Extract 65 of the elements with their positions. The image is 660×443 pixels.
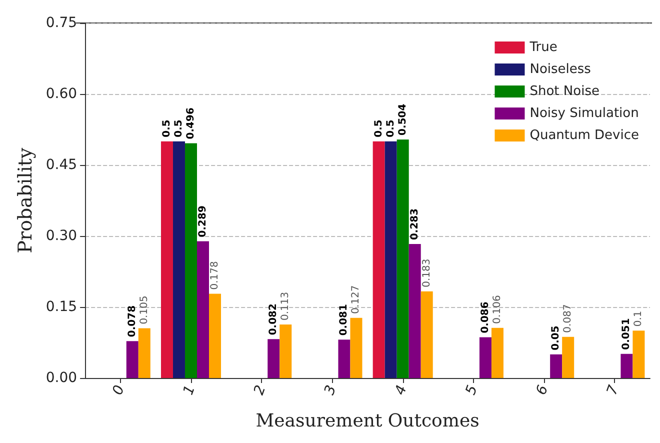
bar bbox=[126, 341, 138, 378]
data-label: 0.113 bbox=[280, 292, 292, 321]
bar bbox=[268, 339, 280, 378]
bar bbox=[396, 139, 409, 378]
data-label: 0.051 bbox=[621, 318, 632, 350]
bar bbox=[209, 294, 222, 378]
bar bbox=[420, 291, 433, 378]
legend-label: Shot Noise bbox=[530, 84, 600, 99]
legend-label: Noisy Simulation bbox=[530, 106, 639, 121]
x-tick-label: 6 bbox=[534, 383, 552, 398]
bar bbox=[562, 336, 574, 378]
data-label: 0.127 bbox=[350, 285, 362, 314]
bar bbox=[172, 141, 185, 378]
data-label: 0.05 bbox=[550, 326, 562, 350]
data-label: 0.081 bbox=[338, 304, 350, 336]
data-label: 0.5 bbox=[161, 120, 172, 138]
bar bbox=[138, 328, 150, 378]
data-label: 0.1 bbox=[633, 310, 644, 327]
data-label: 0.086 bbox=[480, 302, 491, 334]
bar bbox=[184, 143, 197, 378]
bar bbox=[280, 324, 292, 378]
y-tick-label: 0.45 bbox=[46, 157, 78, 173]
legend-label: True bbox=[528, 40, 558, 55]
data-label: 0.178 bbox=[210, 261, 221, 290]
bar bbox=[372, 141, 385, 378]
x-tick-label: 5 bbox=[462, 383, 482, 398]
bar bbox=[408, 244, 421, 378]
bar bbox=[160, 141, 173, 378]
y-tick-label: 0.15 bbox=[46, 299, 78, 315]
data-label: 0.105 bbox=[138, 296, 150, 324]
data-label: 0.078 bbox=[126, 305, 138, 338]
y-tick-label: 0.75 bbox=[46, 15, 78, 31]
data-label: 0.082 bbox=[268, 304, 280, 336]
y-tick-label: 0.60 bbox=[46, 86, 78, 102]
data-label: 0.106 bbox=[492, 295, 503, 324]
data-label: 0.183 bbox=[421, 258, 432, 288]
bar bbox=[491, 328, 504, 378]
bar bbox=[384, 141, 397, 378]
x-tick-label: 4 bbox=[392, 383, 410, 398]
data-label: 0.5 bbox=[373, 120, 384, 138]
x-tick-label: 2 bbox=[251, 383, 270, 398]
bar bbox=[479, 337, 492, 378]
bar bbox=[338, 340, 350, 378]
x-tick-label: 0 bbox=[110, 383, 128, 398]
legend-label: Quantum Device bbox=[530, 128, 640, 143]
data-label: 0.283 bbox=[409, 208, 420, 240]
bar bbox=[632, 330, 645, 378]
bar bbox=[197, 241, 210, 378]
bar bbox=[350, 318, 362, 378]
data-label: 0.504 bbox=[397, 104, 408, 136]
x-tick-label: 1 bbox=[180, 383, 199, 398]
data-label: 0.496 bbox=[185, 108, 196, 140]
legend-label: Noiseless bbox=[530, 62, 592, 77]
x-tick-label: 3 bbox=[322, 383, 340, 398]
x-tick-label: 7 bbox=[604, 383, 622, 398]
data-label: 0.5 bbox=[385, 120, 396, 138]
y-axis-title: Probability bbox=[14, 147, 36, 254]
data-label: 0.087 bbox=[562, 304, 574, 333]
data-label: 0.289 bbox=[198, 206, 208, 238]
x-axis-title: Measurement Outcomes bbox=[256, 410, 480, 432]
y-tick-label: 0.30 bbox=[46, 228, 78, 244]
bar bbox=[620, 354, 633, 378]
data-label: 0.5 bbox=[173, 120, 184, 138]
y-tick-label: 0.00 bbox=[46, 370, 78, 386]
bar bbox=[550, 354, 562, 378]
